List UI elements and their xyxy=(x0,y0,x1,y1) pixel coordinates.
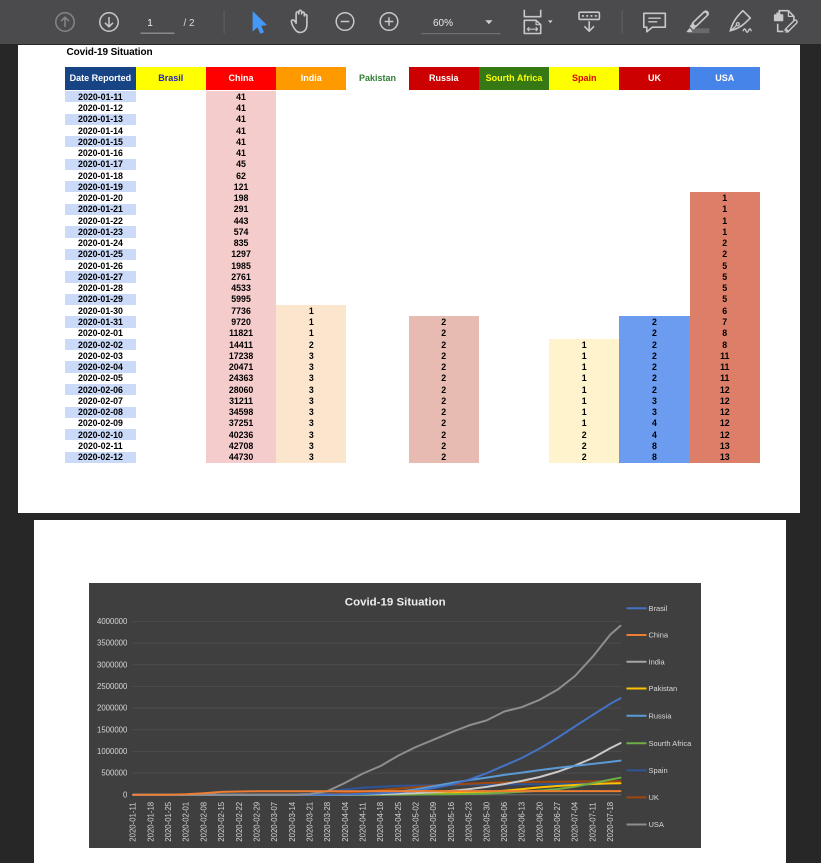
svg-text:2020-02-22: 2020-02-22 xyxy=(234,802,243,842)
svg-text:China: China xyxy=(648,630,668,639)
svg-text:3500000: 3500000 xyxy=(97,638,128,647)
svg-text:2020-02-01: 2020-02-01 xyxy=(181,802,190,842)
svg-text:Sourth Africa: Sourth Africa xyxy=(648,739,692,748)
svg-text:0: 0 xyxy=(122,790,127,799)
svg-text:Covid-19 Situation: Covid-19 Situation xyxy=(344,596,445,608)
svg-text:500000: 500000 xyxy=(101,768,128,777)
svg-text:2020-05-23: 2020-05-23 xyxy=(464,802,473,842)
svg-text:2000000: 2000000 xyxy=(97,703,128,712)
svg-text:60%: 60% xyxy=(433,18,453,29)
svg-text:2020-05-16: 2020-05-16 xyxy=(446,802,455,842)
svg-text:2020-03-28: 2020-03-28 xyxy=(323,802,332,842)
svg-text:USA: USA xyxy=(648,820,663,829)
svg-text:2020-02-15: 2020-02-15 xyxy=(217,802,226,842)
svg-text:2020-05-02: 2020-05-02 xyxy=(411,802,420,842)
svg-text:2020-06-27: 2020-06-27 xyxy=(552,802,561,842)
svg-text:Spain: Spain xyxy=(648,766,667,775)
svg-text:2020-05-09: 2020-05-09 xyxy=(429,802,438,842)
svg-text:2020-06-13: 2020-06-13 xyxy=(517,802,526,842)
svg-text:Russia: Russia xyxy=(648,711,672,720)
svg-text:2020-01-11: 2020-01-11 xyxy=(128,802,137,841)
svg-text:India: India xyxy=(648,657,665,666)
svg-text:1000000: 1000000 xyxy=(97,747,128,756)
svg-text:UK: UK xyxy=(648,793,658,802)
svg-text:2020-04-11: 2020-04-11 xyxy=(358,802,367,841)
svg-text:2020-06-06: 2020-06-06 xyxy=(499,802,508,842)
svg-text:2500000: 2500000 xyxy=(97,682,128,691)
svg-text:1500000: 1500000 xyxy=(97,725,128,734)
svg-text:2020-07-11: 2020-07-11 xyxy=(588,802,597,841)
svg-text:2020-07-04: 2020-07-04 xyxy=(570,801,579,841)
svg-text:2020-04-04: 2020-04-04 xyxy=(340,801,349,841)
svg-text:2020-06-20: 2020-06-20 xyxy=(535,801,544,841)
svg-text:3000000: 3000000 xyxy=(97,660,128,669)
svg-text:4000000: 4000000 xyxy=(97,617,128,626)
svg-text:2020-01-18: 2020-01-18 xyxy=(146,802,155,842)
svg-text:2020-04-18: 2020-04-18 xyxy=(376,802,385,842)
svg-text:2020-07-18: 2020-07-18 xyxy=(605,802,614,842)
svg-text:2020-05-30: 2020-05-30 xyxy=(482,801,491,841)
svg-text:Brasil: Brasil xyxy=(648,604,667,613)
svg-text:2020-02-08: 2020-02-08 xyxy=(199,802,208,842)
svg-text:2020-04-25: 2020-04-25 xyxy=(393,802,402,842)
svg-text:2020-01-25: 2020-01-25 xyxy=(164,802,173,842)
svg-text:2020-03-21: 2020-03-21 xyxy=(305,802,314,842)
svg-text:2020-03-14: 2020-03-14 xyxy=(287,801,296,841)
svg-text:/ 2: / 2 xyxy=(183,18,195,29)
svg-text:1: 1 xyxy=(147,18,153,29)
svg-text:2020-03-07: 2020-03-07 xyxy=(270,802,279,842)
svg-text:2020-02-29: 2020-02-29 xyxy=(252,802,261,842)
svg-text:Pakistan: Pakistan xyxy=(648,684,677,693)
